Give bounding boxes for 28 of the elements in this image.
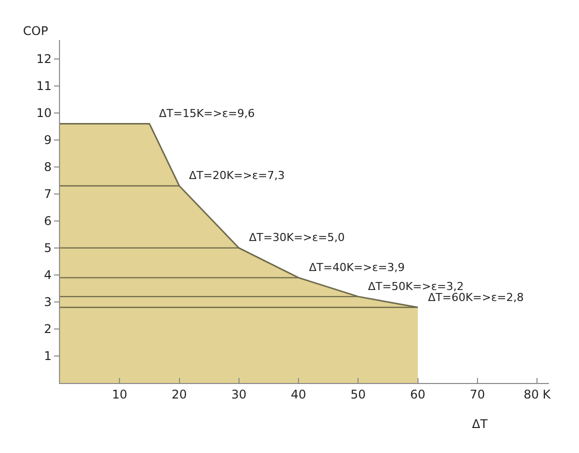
annotation: ΔT=60K=>ε=2,8 (428, 291, 524, 304)
y-tick-label: 2 (44, 322, 52, 336)
y-tick-label: 12 (36, 52, 52, 66)
x-tick-label: 20 (172, 387, 187, 402)
y-tick-label: 4 (44, 268, 52, 282)
x-tick-label: 30 (231, 387, 247, 402)
y-tick-label: 3 (44, 295, 52, 310)
y-tick-label: 6 (44, 214, 52, 228)
annotation: ΔT=50K=>ε=3,2 (368, 280, 464, 293)
annotation: ΔT=20K=>ε=7,3 (189, 169, 285, 182)
annotation: ΔT=15K=>ε=9,6 (159, 107, 255, 120)
x-tick-label: 60 (410, 387, 426, 402)
y-tick-label: 7 (44, 187, 52, 202)
x-tick-label: 70 (470, 387, 486, 402)
x-tick-label: 10 (112, 387, 128, 402)
x-tick-label: 80 K (524, 387, 552, 402)
y-tick-label: 8 (44, 160, 52, 174)
annotation: ΔT=40K=>ε=3,9 (309, 261, 405, 274)
y-tick-label: 5 (44, 241, 52, 256)
x-tick-label: 50 (350, 387, 366, 402)
y-tick-label: 1 (44, 349, 52, 364)
y-tick-label: 9 (44, 133, 52, 148)
y-tick-label: 11 (36, 79, 52, 94)
y-tick-label: 10 (36, 106, 52, 120)
x-axis-title: ΔT (472, 417, 488, 431)
annotation: ΔT=30K=>ε=5,0 (249, 231, 345, 244)
y-axis-title: COP (23, 24, 48, 38)
x-tick-label: 40 (290, 387, 306, 402)
